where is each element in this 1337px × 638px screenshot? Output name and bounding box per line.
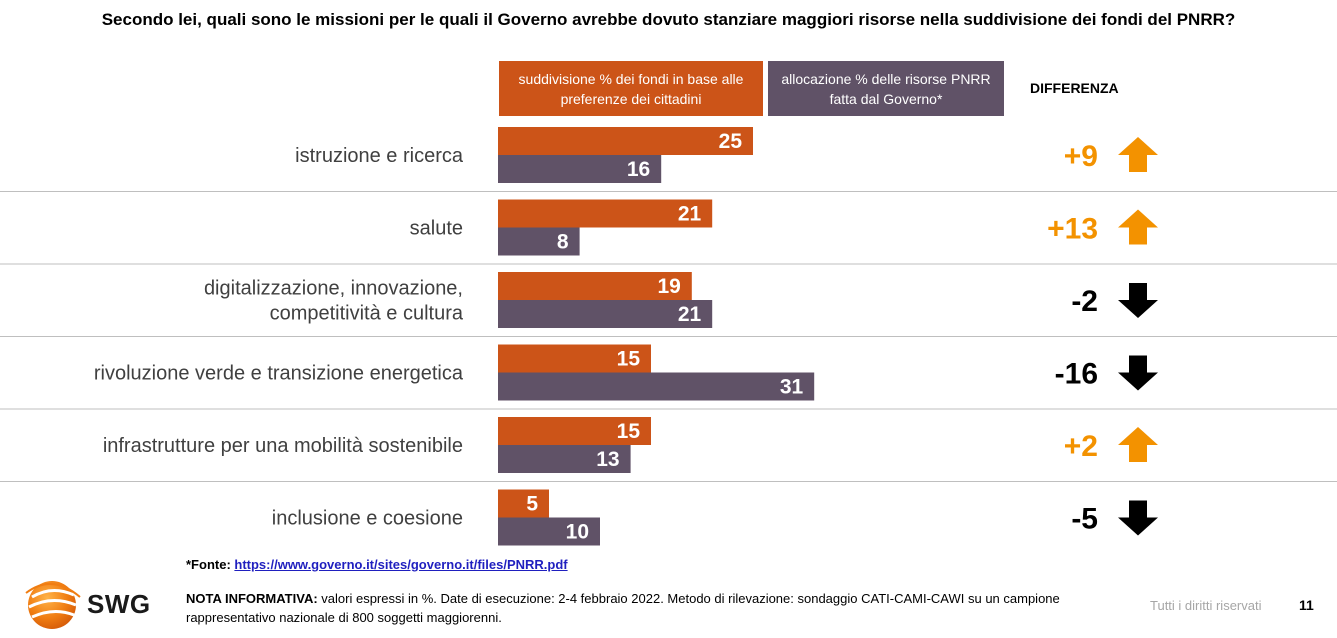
source-link[interactable]: https://www.governo.it/sites/governo.it/…: [234, 557, 568, 572]
bar-government: [498, 372, 815, 401]
bar-citizens: [498, 344, 651, 373]
category-label: inclusione e coesione: [272, 508, 463, 530]
methodology-note: NOTA INFORMATIVA: valori espressi in %. …: [186, 589, 1066, 627]
bar-government: [498, 227, 580, 256]
methodology-label: NOTA INFORMATIVA:: [186, 591, 318, 606]
arrow-down-icon: [1118, 500, 1158, 536]
bar-government: [498, 445, 631, 473]
bar-government: [498, 155, 662, 183]
arrow-up-icon: [1118, 209, 1158, 245]
bar-citizens: [498, 272, 692, 300]
difference-value: +9: [1064, 140, 1098, 173]
difference-value: +2: [1064, 430, 1098, 463]
bar-value-government: 13: [596, 448, 619, 471]
arrow-up-icon: [1118, 427, 1158, 462]
category-label: infrastrutture per una mobilità sostenib…: [103, 435, 463, 457]
methodology-text: valori espressi in %. Date di esecuzione…: [186, 591, 1060, 625]
bar-value-citizens: 15: [617, 420, 641, 443]
bar-value-citizens: 15: [617, 348, 641, 371]
source-label: *Fonte:: [186, 557, 235, 572]
bar-value-government: 21: [678, 303, 702, 326]
brand-name: SWG: [87, 589, 151, 619]
swg-logo-icon: [25, 581, 81, 629]
arrow-down-icon: [1118, 283, 1158, 318]
bar-citizens: [498, 199, 713, 228]
bar-value-citizens: 19: [657, 275, 680, 298]
bar-value-citizens: 5: [526, 493, 538, 516]
difference-value: -2: [1071, 285, 1098, 318]
difference-value: -16: [1055, 358, 1098, 391]
source-note: *Fonte: https://www.governo.it/sites/gov…: [186, 557, 568, 572]
bar-value-government: 31: [780, 376, 804, 399]
category-label: salute: [410, 218, 463, 240]
legend-difference-header: DIFFERENZA: [1030, 80, 1119, 96]
bar-value-government: 10: [566, 521, 589, 544]
bar-value-government: 16: [627, 158, 650, 181]
bar-citizens: [498, 127, 753, 155]
bar-government: [498, 300, 713, 328]
category-label: competitività e cultura: [270, 303, 464, 325]
category-label: digitalizzazione, innovazione,: [204, 278, 463, 300]
chart-title: Secondo lei, quali sono le missioni per …: [101, 10, 1236, 29]
difference-value: -5: [1071, 503, 1098, 536]
bar-value-government: 8: [557, 231, 569, 254]
bar-citizens: [498, 489, 549, 518]
bar-citizens: [498, 417, 651, 445]
category-label: rivoluzione verde e transizione energeti…: [94, 363, 464, 385]
rights-note: Tutti i diritti riservati: [1150, 598, 1262, 613]
arrow-down-icon: [1118, 355, 1158, 391]
legend-series-citizens: suddivisione % dei fondi in base alle pr…: [499, 61, 763, 116]
arrow-up-icon: [1118, 137, 1158, 172]
bar-government: [498, 517, 600, 546]
category-label: istruzione e ricerca: [295, 145, 464, 167]
legend-series-government: allocazione % delle risorse PNRR fatta d…: [768, 61, 1004, 116]
difference-value: +13: [1047, 213, 1098, 246]
bar-value-citizens: 25: [719, 130, 743, 153]
page-number: 11: [1299, 597, 1314, 613]
bar-value-citizens: 21: [678, 203, 702, 226]
bar-chart: istruzione e ricerca 25 16 +9 salute 21 8 +13 di…: [0, 127, 1337, 546]
